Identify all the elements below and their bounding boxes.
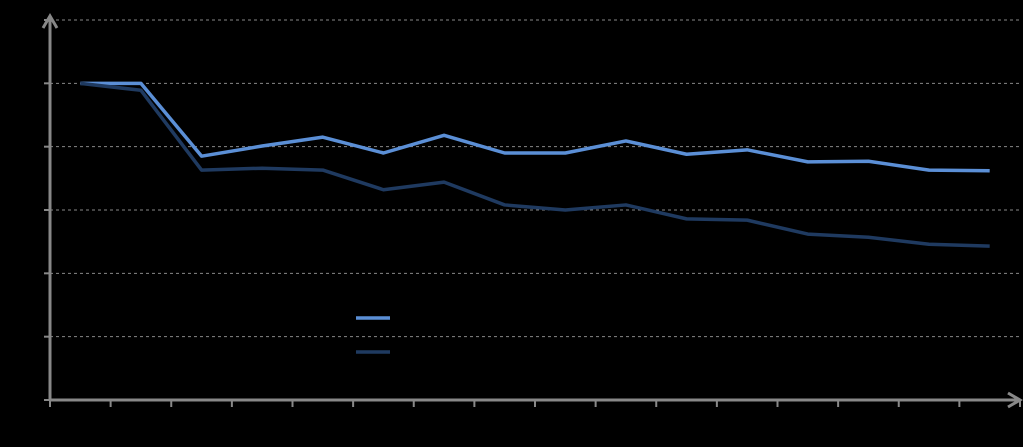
y-axis-arrow bbox=[41, 13, 59, 29]
y-tick-label: 3 bbox=[33, 202, 40, 216]
y-tick-label: 1 bbox=[33, 329, 40, 343]
y-tick-label: 5 bbox=[33, 76, 40, 90]
series-line bbox=[80, 81, 990, 173]
y-tick-label: 0 bbox=[33, 392, 40, 406]
y-tick-label: 2 bbox=[33, 266, 40, 280]
series-line bbox=[80, 81, 990, 248]
y-tick-label: 6 bbox=[33, 12, 40, 26]
y-tick-label: 4 bbox=[33, 139, 40, 153]
